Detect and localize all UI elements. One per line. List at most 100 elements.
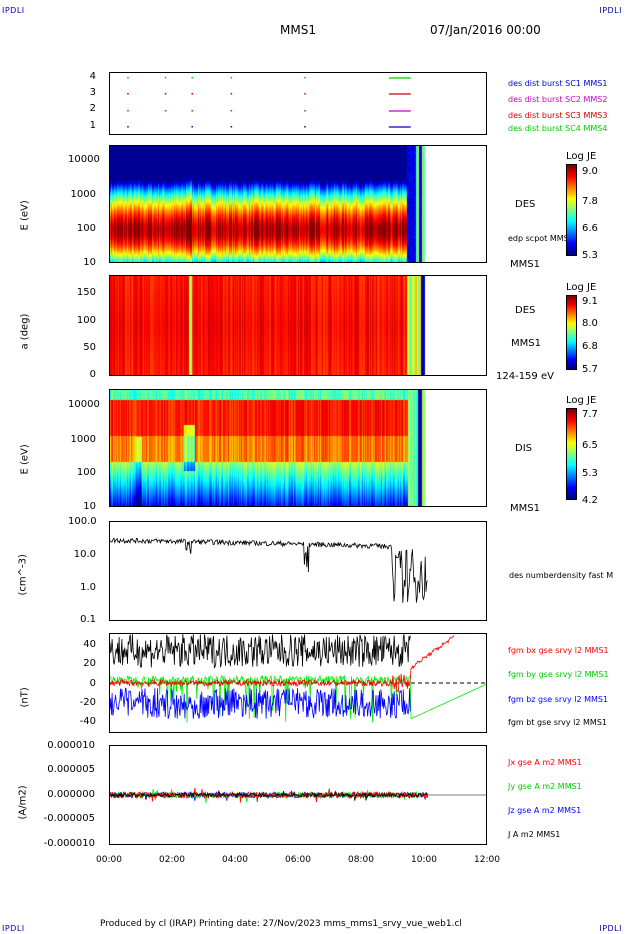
bfield-ylabel: (nT)	[19, 687, 31, 708]
burst-dot	[230, 126, 233, 128]
bfield-ytick-0: 0	[89, 678, 96, 689]
burst-dot	[127, 77, 129, 79]
date-title: 07/Jan/2016 00:00	[430, 23, 541, 37]
corner-label-bl: IPDLI	[2, 924, 25, 933]
footer-credits: Produced by cl (IRAP) Printing date: 27/…	[100, 919, 462, 929]
des-energy-ytick-10: 10	[83, 257, 96, 268]
des-pitch-ytick-0: 0	[89, 369, 96, 380]
xaxis-tick-1: 02:00	[159, 855, 185, 865]
burst-legend-sc2: des dist burst SC2 MMS2	[508, 95, 608, 104]
dis-energy-colorbar-tick-3: 5.3	[582, 468, 598, 479]
des-energy-ytick-100: 100	[76, 223, 96, 234]
current-ytick-4: -0.000005	[43, 813, 95, 824]
current-legend-jx: Jx gse A m2 MMS1	[508, 758, 582, 767]
xaxis-tick-2: 04:00	[222, 855, 248, 865]
des-pitch-colorbar-title: Log JE	[566, 282, 597, 293]
current-legend-jz: Jz gse A m2 MMS1	[508, 806, 582, 815]
burst-dot	[304, 93, 306, 95]
dis-energy-colorbar-tick-2: 6.5	[582, 440, 598, 451]
des-energy-ytick-10000: 10000	[68, 154, 100, 165]
dis-energy-colorbar	[566, 408, 577, 500]
burst-ytick-3: 3	[89, 87, 96, 98]
burst-dot	[304, 77, 306, 79]
des-energy-ylabel: E (eV)	[19, 200, 31, 231]
bfield-ytick-m20: -20	[79, 697, 96, 708]
des-pitch-ytick-50: 50	[83, 342, 96, 353]
des-energy-panel	[109, 145, 487, 263]
burst-dot	[191, 93, 193, 95]
density-panel	[109, 521, 487, 621]
density-ytick-100: 100.0	[68, 516, 97, 527]
bfield-ytick-20: 20	[83, 658, 96, 669]
bfield-legend-bt: fgm bt gse srvy l2 MMS1	[508, 718, 607, 727]
bfield-series-bt	[110, 634, 411, 669]
current-ytick-2: 0.000005	[47, 764, 95, 775]
bfield-legend-by: fgm by gse srvy l2 MMS1	[508, 670, 609, 679]
mission-title: MMS1	[280, 23, 316, 37]
burst-dot	[230, 110, 233, 112]
des-pitch-species-label: DES	[515, 305, 536, 316]
bfield-legend-bx: fgm bx gse srvy l2 MMS1	[508, 646, 609, 655]
burst-dot	[191, 77, 193, 79]
des-pitch-panel	[109, 275, 487, 376]
dis-energy-species-label: DIS	[515, 443, 532, 454]
bfield-plot	[110, 634, 486, 723]
burst-ytick-2: 2	[89, 103, 96, 114]
density-ytick-1: 1.0	[80, 582, 96, 593]
current-panel	[109, 745, 487, 845]
xaxis-tick-3: 06:00	[285, 855, 311, 865]
des-energy-ytick-1000: 1000	[70, 189, 96, 200]
burst-panel	[109, 72, 487, 135]
des-pitch-colorbar-tick-4: 5.7	[582, 364, 598, 375]
density-series-line	[110, 537, 428, 603]
burst-plot	[127, 77, 411, 128]
current-legend-j: J A m2 MMS1	[508, 830, 561, 839]
bfield-series-bx	[110, 635, 455, 693]
des-pitch-colorbar-tick-2: 8.0	[582, 318, 598, 329]
burst-ytick-4: 4	[89, 71, 96, 82]
dis-energy-colorbar-tick-4: 4.2	[582, 495, 598, 506]
current-ylabel: (A/m2)	[17, 785, 29, 820]
xaxis-tick-0: 00:00	[96, 855, 122, 865]
current-ytick-1: 0.000010	[47, 740, 95, 751]
des-pitch-ylabel: a (deg)	[19, 313, 31, 350]
bfield-series-bz	[110, 687, 411, 719]
des-energy-scpot-label: edp scpot MMS1	[508, 234, 574, 243]
burst-dot	[191, 126, 193, 128]
corner-label-br: IPDLI	[599, 924, 622, 933]
burst-legend-sc4: des dist burst SC4 MMS4	[508, 124, 608, 133]
dis-energy-panel	[109, 389, 487, 507]
des-energy-colorbar	[566, 164, 577, 256]
xaxis-tick-6: 12:00	[474, 855, 500, 865]
dis-energy-ylabel: E (eV)	[19, 444, 31, 475]
current-legend-jy: Jy gse A m2 MMS1	[508, 782, 582, 791]
bfield-ytick-40: 40	[83, 639, 96, 650]
des-pitch-colorbar-tick-3: 6.8	[582, 341, 598, 352]
density-ytick-10: 10.0	[73, 549, 96, 560]
dis-energy-colorbar-title: Log JE	[566, 395, 597, 406]
xaxis-tick-4: 08:00	[348, 855, 374, 865]
density-ytick-0.1: 0.1	[80, 614, 96, 625]
des-energy-colorbar-tick-2: 7.8	[582, 196, 598, 207]
dis-energy-ytick-10000: 10000	[68, 399, 100, 410]
current-ytick-5: -0.000010	[43, 838, 95, 849]
burst-dot	[230, 77, 233, 79]
burst-dot	[127, 93, 129, 95]
current-series-3	[110, 790, 428, 801]
dis-energy-sc-label: MMS1	[510, 503, 540, 514]
des-pitch-energy-range: 124-159 eV	[496, 371, 554, 382]
des-pitch-ytick-100: 100	[76, 315, 96, 326]
des-energy-colorbar-title: Log JE	[566, 151, 597, 162]
bfield-series-by	[110, 674, 486, 723]
des-pitch-colorbar-tick-1: 9.1	[582, 296, 598, 307]
burst-dot	[127, 126, 129, 128]
des-energy-colorbar-tick-3: 6.6	[582, 223, 598, 234]
burst-dot	[304, 126, 306, 128]
des-pitch-spectrogram	[110, 276, 486, 375]
xaxis-tick-5: 10:00	[411, 855, 437, 865]
burst-ytick-1: 1	[89, 120, 96, 131]
density-series-label: des numberdensity fast M	[509, 571, 614, 580]
current-series-2	[110, 787, 428, 803]
dis-energy-spectrogram	[110, 390, 486, 506]
density-ylabel: (cm^-3)	[17, 554, 29, 596]
